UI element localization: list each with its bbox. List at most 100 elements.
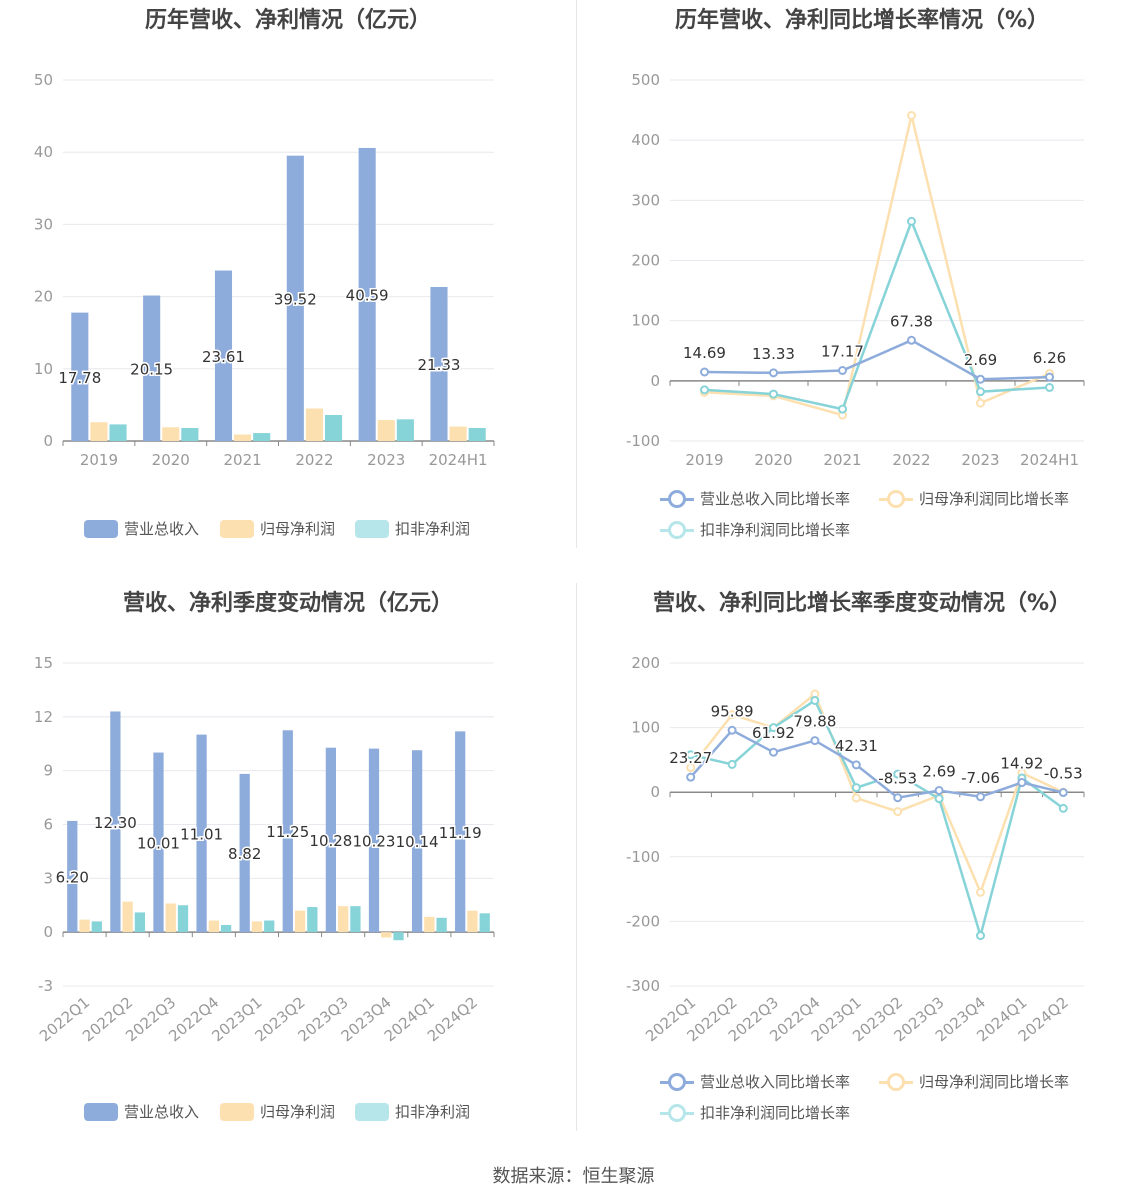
- data-label: 95.89: [711, 702, 754, 720]
- chart-annual-growth-rate: -100 0 100 200 300 400 500 2019 2020 2021 2022 2023…: [626, 71, 1085, 469]
- separator: [576, 583, 577, 1131]
- data-source: 数据来源：恒生聚源: [492, 1166, 655, 1187]
- x-tick-label: 2023: [961, 451, 999, 469]
- legend-item-revenue-growth[interactable]: 营业总收入同比增长率: [660, 1071, 850, 1092]
- bar-revenue: [196, 734, 207, 933]
- y-tick-label: 15: [34, 654, 53, 672]
- legend-item-parent-profit[interactable]: 归母净利润: [220, 1101, 335, 1122]
- legend-label: 归母净利润同比增长率: [919, 490, 1070, 508]
- data-point: [976, 887, 985, 897]
- y-tick-label: 50: [34, 71, 53, 89]
- data-point: [810, 695, 820, 705]
- y-tick-label: -100: [626, 848, 660, 866]
- data-point: [1045, 372, 1054, 382]
- legend-label: 营业总收入: [124, 520, 200, 538]
- legend-label: 营业总收入同比增长率: [700, 490, 851, 508]
- legend-item-deducted-profit-growth[interactable]: 扣非净利润同比增长率: [660, 519, 850, 540]
- bar-parent-profit: [90, 422, 108, 441]
- y-tick-label: -100: [626, 432, 660, 450]
- data-label: -8.53: [878, 770, 917, 788]
- data-point: [838, 404, 847, 414]
- bar-revenue: [411, 750, 423, 933]
- legend-item-parent-profit-growth[interactable]: 归母净利润同比增长率: [879, 1071, 1069, 1092]
- data-label: 79.88: [793, 713, 836, 731]
- bar-parent-profit: [162, 427, 180, 441]
- data-label: 10.28: [309, 832, 352, 850]
- data-label: 10.23: [353, 832, 396, 850]
- legend-swatch: [660, 1103, 694, 1122]
- bar-deducted-profit: [177, 905, 189, 933]
- data-label: 67.38: [890, 312, 933, 330]
- bar-deducted-profit: [264, 920, 275, 933]
- legend-swatch: [220, 1102, 254, 1121]
- y-tick-label: 100: [631, 312, 660, 330]
- bar-revenue: [325, 747, 337, 933]
- y-tick-label: -200: [626, 912, 660, 930]
- bar-revenue: [358, 147, 376, 442]
- data-point: [686, 750, 696, 760]
- data-point: [727, 710, 737, 720]
- legend-label: 扣非净利润同比增长率: [700, 521, 851, 539]
- data-label: 8.82: [228, 845, 261, 863]
- x-tick-label: 2021: [823, 451, 861, 469]
- y-tick-label: 200: [631, 252, 660, 270]
- data-point: [907, 216, 916, 226]
- y-tick-label: 100: [631, 719, 660, 737]
- legend-label: 归母净利润: [260, 520, 336, 538]
- data-point: [1058, 788, 1068, 798]
- series-line-revenue: [689, 728, 1064, 800]
- data-point: [893, 793, 903, 803]
- data-point: [700, 385, 709, 395]
- y-tick-label: 9: [43, 762, 53, 780]
- bar-parent-profit: [165, 903, 176, 933]
- data-point: [851, 783, 861, 793]
- legend-item-deducted-profit-growth[interactable]: 扣非净利润同比增长率: [660, 1102, 850, 1123]
- y-tick-label: 10: [34, 360, 53, 378]
- legend-swatch: [84, 1102, 118, 1121]
- data-point: [976, 931, 985, 941]
- data-label: 42.31: [835, 737, 878, 755]
- legend-item-revenue[interactable]: 营业总收入: [84, 1101, 199, 1122]
- legend-label: 营业总收入同比增长率: [700, 1073, 851, 1091]
- legend-item-deducted-profit[interactable]: 扣非净利润: [355, 518, 470, 539]
- legend-swatch: [879, 1072, 913, 1091]
- data-point: [907, 110, 916, 120]
- bar-parent-profit: [338, 906, 349, 933]
- legend-label: 扣非净利润: [395, 1103, 471, 1121]
- x-tick-label: 2022: [295, 451, 333, 469]
- legend-item-parent-profit[interactable]: 归母净利润: [220, 518, 335, 539]
- data-label: 23.61: [202, 348, 245, 366]
- data-point: [1045, 382, 1054, 392]
- legend-swatch: [355, 519, 389, 538]
- data-label: 2.69: [964, 351, 997, 369]
- legend-label: 扣非净利润: [395, 520, 471, 538]
- legend-item-deducted-profit[interactable]: 扣非净利润: [355, 1101, 470, 1122]
- data-point: [769, 389, 778, 399]
- data-label: 11.19: [439, 824, 482, 842]
- data-point: [976, 374, 985, 384]
- data-point: [727, 759, 737, 769]
- data-label: 13.33: [752, 345, 795, 363]
- legend-swatch: [84, 519, 118, 538]
- bar-deducted-profit: [307, 907, 318, 933]
- y-tick-label: 0: [650, 783, 660, 801]
- legend-item-revenue[interactable]: 营业总收入: [84, 518, 199, 539]
- data-point: [769, 747, 778, 757]
- data-label: 39.52: [274, 290, 317, 308]
- data-point: [893, 769, 903, 779]
- panel-annual-growth-rate: 历年营收、净利同比增长率情况（%） -100 0 100 200 300 400 500 20…: [577, 0, 1147, 580]
- data-point: [700, 367, 709, 377]
- data-label: 11.01: [180, 825, 223, 843]
- bar-parent-profit: [234, 434, 252, 441]
- data-point: [907, 335, 916, 345]
- y-tick-label: 300: [631, 191, 660, 209]
- data-point: [976, 398, 985, 408]
- y-tick-label: 500: [631, 71, 660, 89]
- data-point: [686, 772, 696, 782]
- legend-item-parent-profit-growth[interactable]: 归母净利润同比增长率: [879, 488, 1069, 509]
- bar-parent-profit: [251, 921, 263, 933]
- data-label: -7.06: [961, 769, 1000, 787]
- bar-deducted-profit: [393, 932, 404, 941]
- legend-item-revenue-growth[interactable]: 营业总收入同比增长率: [660, 488, 850, 509]
- data-label: 20.15: [130, 360, 173, 378]
